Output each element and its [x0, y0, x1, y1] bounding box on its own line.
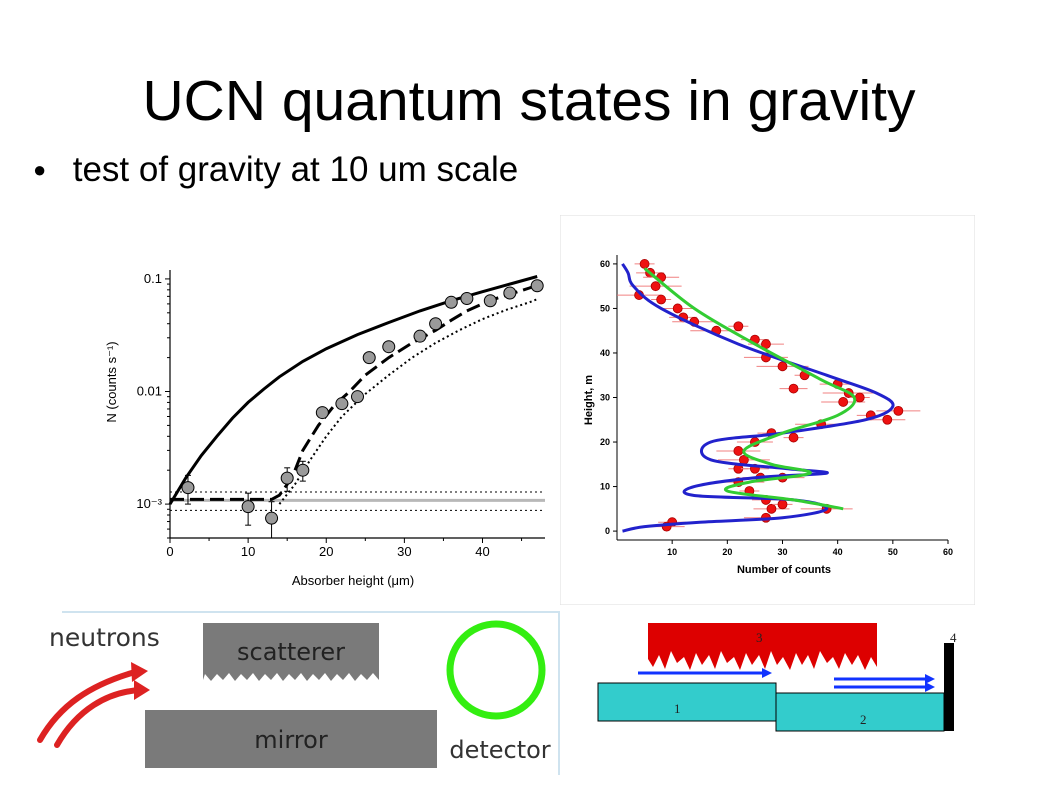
data-point	[460, 291, 474, 305]
y-tick-label: 0	[605, 526, 610, 536]
y-axis-label: Height, m	[583, 375, 595, 425]
data-point	[335, 397, 349, 411]
x-tick-label: 0	[166, 544, 173, 559]
data-point	[788, 383, 799, 394]
label-3: 3	[756, 630, 763, 645]
y-tick-label: 30	[600, 393, 610, 403]
data-point	[788, 432, 799, 443]
detector-label: detector	[449, 736, 550, 764]
data-point	[382, 340, 396, 354]
x-tick-label: 60	[943, 547, 953, 557]
bullet-icon: ●	[33, 156, 47, 182]
data-point	[483, 294, 497, 308]
data-point	[280, 471, 294, 485]
chart-frame	[560, 215, 975, 605]
arrow-head-upper	[131, 662, 148, 682]
y-tick-label: 20	[600, 437, 610, 447]
data-point	[650, 281, 661, 292]
data-point	[766, 503, 777, 514]
data-point	[265, 511, 279, 525]
chart-axes: 0 10 20 30 40 0.1 0.01 10⁻³	[136, 270, 545, 559]
detector-icon	[446, 620, 546, 720]
data-point	[893, 405, 904, 416]
bullet-item: ● test of gravity at 10 um scale	[33, 148, 518, 190]
data-point	[656, 294, 667, 305]
x-tick-label: 20	[319, 544, 333, 559]
scatterer-label: scatterer	[237, 638, 345, 666]
data-point	[503, 286, 517, 300]
data-point	[777, 499, 788, 510]
data-point	[241, 500, 255, 514]
data-point	[362, 351, 376, 365]
data-point	[854, 392, 865, 403]
mirror-step-2	[775, 692, 945, 732]
counts-vs-absorber-chart: 0 10 20 30 40 0.1 0.01 10⁻³ Absorber height (μm…	[90, 255, 560, 595]
bullet-text: test of gravity at 10 um scale	[72, 149, 519, 189]
neutrons-label: neutrons	[49, 623, 160, 652]
y-tick-label: 10⁻³	[136, 496, 162, 511]
data-point	[181, 481, 195, 495]
data-point	[733, 446, 744, 456]
data-point	[777, 361, 788, 372]
chart-series	[621, 263, 895, 533]
data-point	[733, 321, 744, 332]
x-tick-label: 50	[888, 547, 898, 557]
neutron-arrows-icon	[37, 669, 143, 748]
absorber-plate	[944, 643, 954, 731]
x-axis-label: Number of counts	[737, 564, 831, 576]
y-tick-label: 10	[600, 482, 610, 492]
data-point	[672, 303, 683, 314]
data-point	[530, 279, 544, 293]
x-tick-label: 10	[241, 544, 255, 559]
x-tick-label: 10	[667, 547, 677, 557]
mirror-block	[145, 710, 437, 768]
data-point	[429, 317, 443, 331]
label-1: 1	[674, 701, 681, 716]
y-tick-label: 60	[600, 259, 610, 269]
height-vs-counts-chart: 10 20 30 40 50 60 0 10 20 30 40 50 60 Number of coun…	[560, 215, 975, 605]
x-tick-label: 20	[722, 547, 732, 557]
mirror-step-1	[597, 682, 777, 722]
x-tick-label: 30	[397, 544, 411, 559]
theory-curve-blue	[621, 263, 895, 533]
data-points	[617, 259, 921, 532]
scatterer-block	[203, 623, 379, 681]
rough-scatterer-block	[648, 623, 877, 670]
step-setup-diagram: 3 1 2 4	[597, 623, 957, 732]
series-line-dotted	[278, 298, 538, 505]
arrow-head-1	[762, 668, 772, 678]
y-axis-label: N (counts s⁻¹)	[104, 341, 119, 422]
data-point	[315, 406, 329, 420]
slide-title: UCN quantum states in gravity	[142, 69, 916, 133]
y-tick-label: 40	[600, 348, 610, 358]
data-points	[181, 279, 544, 539]
gravity-setup-diagram: neutrons scatterer mirror detector	[37, 611, 560, 775]
data-point	[838, 397, 849, 407]
data-point	[639, 259, 650, 269]
data-point	[296, 463, 310, 477]
arrow-head-2	[925, 674, 935, 684]
data-point	[444, 295, 458, 309]
y-tick-label: 50	[600, 303, 610, 313]
chart-axes: 10 20 30 40 50 60 0 10 20 30 40 50 60	[600, 255, 953, 557]
fit-curve-green	[643, 267, 857, 511]
data-point	[413, 329, 427, 343]
mirror-label: mirror	[254, 726, 328, 754]
data-point	[351, 390, 364, 404]
data-point	[882, 414, 893, 425]
x-tick-label: 40	[475, 544, 489, 559]
label-2: 2	[860, 712, 867, 727]
y-tick-label: 0.1	[144, 271, 162, 286]
x-tick-label: 30	[777, 547, 787, 557]
y-tick-label: 0.01	[137, 384, 162, 399]
x-tick-label: 40	[833, 547, 843, 557]
label-4: 4	[950, 630, 957, 645]
arrow-head-3	[925, 682, 935, 692]
arrow-head-lower	[134, 680, 150, 700]
x-axis-label: Absorber height (μm)	[292, 573, 414, 588]
